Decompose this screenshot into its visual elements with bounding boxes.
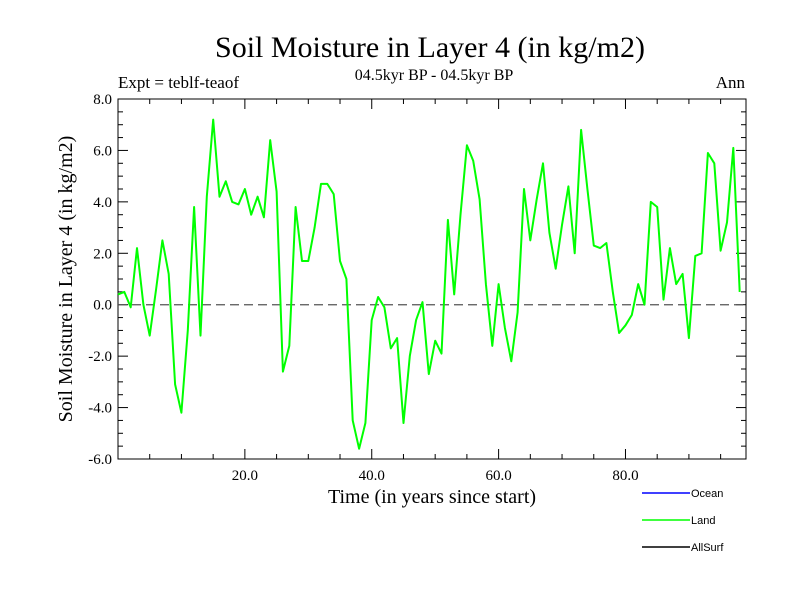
y-axis: -6.0 -4.0 -2.0 0.0 2.0 4.0 6.0 8.0 [88, 92, 746, 468]
chart-subtitle: 04.5kyr BP - 04.5kyr BP [355, 67, 514, 84]
y-axis-label: Soil Moisture in Layer 4 (in kg/m2) [55, 136, 77, 423]
chart-title: Soil Moisture in Layer 4 (in kg/m2) [215, 31, 645, 64]
legend-land-label: Land [691, 515, 715, 527]
y-tick-label: 0.0 [93, 298, 112, 314]
y-tick-label: 2.0 [93, 246, 112, 262]
y-tick-label: 6.0 [93, 143, 112, 159]
experiment-label: Expt = teblf-teaof [118, 73, 239, 92]
x-axis: 20.0 40.0 60.0 80.0 [149, 99, 722, 484]
y-tick-label: 8.0 [93, 92, 112, 108]
y-tick-label: -2.0 [88, 349, 112, 365]
y-tick-label: 4.0 [93, 195, 112, 211]
legend: Ocean Land AllSurf [642, 488, 724, 554]
period-label: Ann [716, 73, 746, 92]
x-tick-label: 80.0 [612, 468, 638, 484]
legend-allsurf-label: AllSurf [691, 542, 724, 554]
x-axis-label: Time (in years since start) [328, 486, 536, 508]
x-tick-label: 20.0 [232, 468, 258, 484]
series-group [117, 118, 741, 450]
plot-frame [117, 98, 747, 460]
x-tick-label: 60.0 [485, 468, 511, 484]
y-tick-label: -4.0 [88, 401, 112, 417]
y-tick-label: -6.0 [88, 452, 112, 468]
x-tick-label: 40.0 [359, 468, 385, 484]
land-series-line [117, 118, 741, 450]
legend-ocean-label: Ocean [691, 488, 723, 500]
